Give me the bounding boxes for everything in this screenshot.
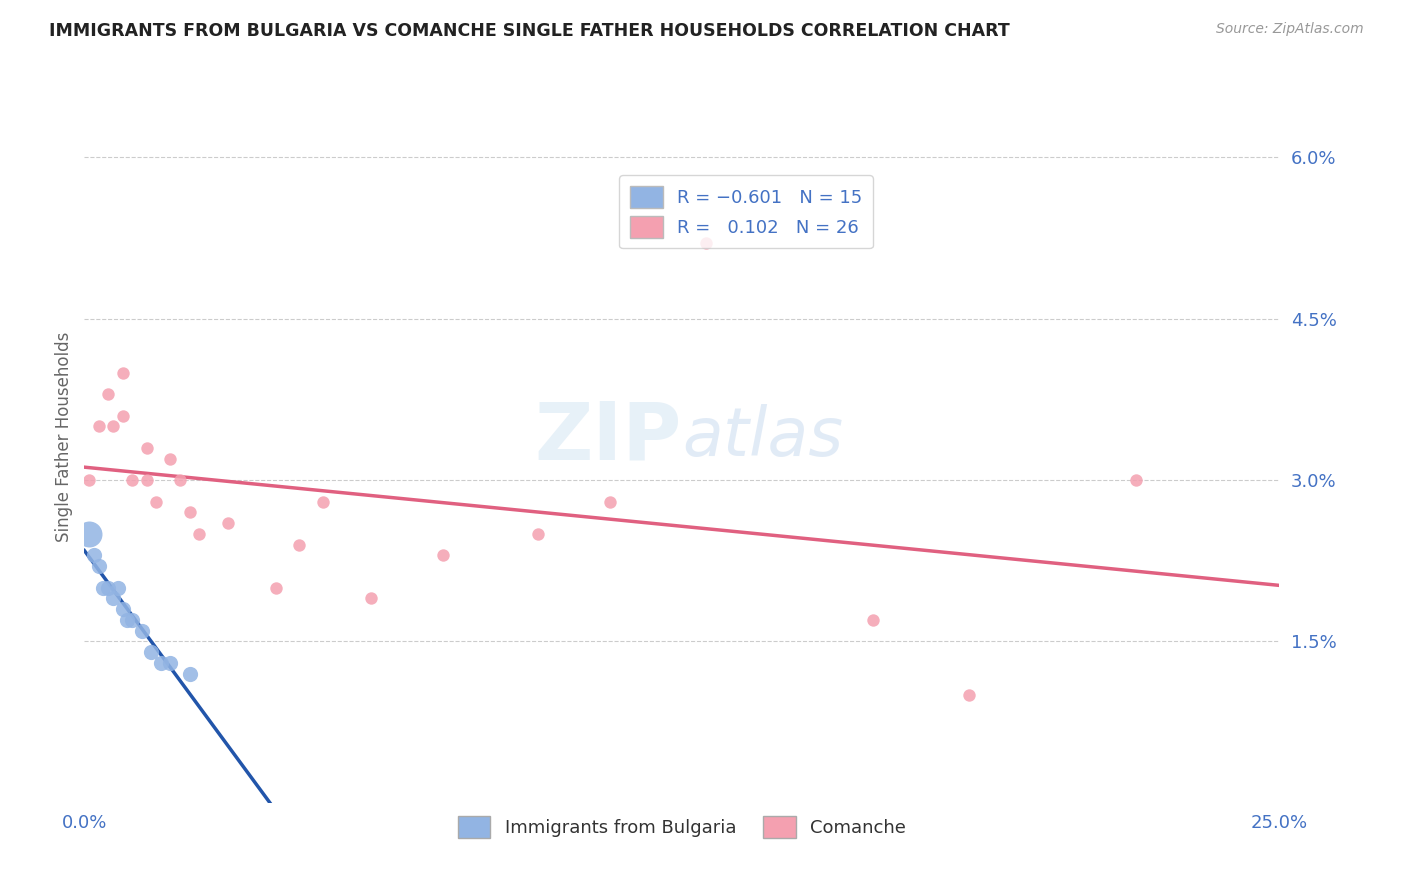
- Point: [169, 473, 191, 487]
- Point: [111, 602, 134, 616]
- Point: [695, 236, 717, 251]
- Text: Source: ZipAtlas.com: Source: ZipAtlas.com: [1216, 22, 1364, 37]
- Point: [87, 419, 110, 434]
- Point: [131, 624, 153, 638]
- Point: [107, 581, 129, 595]
- Point: [179, 505, 201, 519]
- Point: [121, 613, 143, 627]
- Point: [97, 387, 120, 401]
- Point: [159, 451, 181, 466]
- Point: [288, 538, 311, 552]
- Point: [145, 494, 167, 508]
- Point: [93, 581, 115, 595]
- Text: atlas: atlas: [682, 404, 844, 470]
- Point: [77, 527, 100, 541]
- Point: [360, 591, 382, 606]
- Point: [312, 494, 335, 508]
- Text: ZIP: ZIP: [534, 398, 682, 476]
- Point: [111, 409, 134, 423]
- Point: [599, 494, 621, 508]
- Point: [149, 656, 172, 670]
- Point: [97, 581, 120, 595]
- Point: [83, 549, 105, 563]
- Point: [957, 688, 980, 702]
- Point: [264, 581, 287, 595]
- Point: [87, 559, 110, 574]
- Point: [179, 666, 201, 681]
- Y-axis label: Single Father Households: Single Father Households: [55, 332, 73, 542]
- Legend: Immigrants from Bulgaria, Comanche: Immigrants from Bulgaria, Comanche: [450, 808, 914, 845]
- Point: [77, 473, 100, 487]
- Text: IMMIGRANTS FROM BULGARIA VS COMANCHE SINGLE FATHER HOUSEHOLDS CORRELATION CHART: IMMIGRANTS FROM BULGARIA VS COMANCHE SIN…: [49, 22, 1010, 40]
- Point: [141, 645, 163, 659]
- Point: [135, 473, 157, 487]
- Point: [101, 419, 124, 434]
- Point: [117, 613, 139, 627]
- Point: [527, 527, 550, 541]
- Point: [432, 549, 454, 563]
- Point: [121, 473, 143, 487]
- Point: [862, 613, 884, 627]
- Point: [217, 516, 239, 530]
- Point: [135, 441, 157, 455]
- Point: [188, 527, 211, 541]
- Point: [1125, 473, 1147, 487]
- Point: [101, 591, 124, 606]
- Point: [111, 366, 134, 380]
- Point: [159, 656, 181, 670]
